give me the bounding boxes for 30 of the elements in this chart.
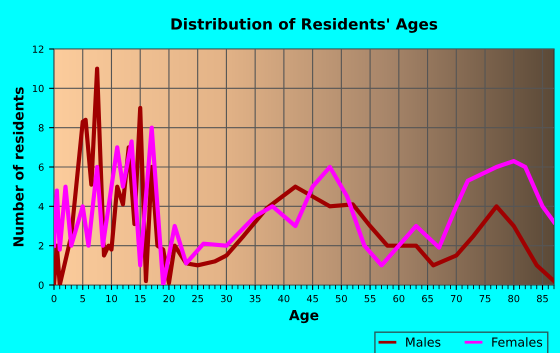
x-tick-label: 0 [52,294,56,302]
y-tick-label: 10 [32,84,44,92]
x-tick-label: 35 [250,294,260,302]
x-axis-title: Age [289,310,318,324]
y-axis-title: Number of residents [12,87,24,246]
x-tick-label: 10 [106,294,118,302]
x-tick-label: 30 [220,294,232,302]
y-tick-label: 2 [38,242,44,250]
y-tick-label: 4 [38,202,44,210]
x-tick-label: 70 [450,294,462,302]
x-tick-label: 65 [422,294,433,302]
y-tick-label: 12 [32,45,44,53]
x-tick-label: 40 [278,294,290,302]
x-tick-label: 20 [163,294,174,302]
chart-title: Distribution of Residents' Ages [171,18,438,33]
x-tick-label: 55 [364,295,376,302]
y-tick-label: 6 [38,163,44,171]
x-tick-label: 85 [536,294,548,302]
x-tick-label: 50 [336,294,347,302]
x-tick-label: 80 [508,294,520,302]
x-tick-label: 75 [480,295,490,302]
x-tick-label: 5 [80,295,85,302]
x-tick-label: 45 [306,295,318,302]
y-tick-label: 0 [38,281,44,289]
legend-label: Males [406,337,440,347]
y-tick-label: 8 [38,124,44,132]
x-tick-label: 60 [393,294,404,302]
x-tick-label: 25 [192,294,204,302]
x-tick-label: 15 [135,295,146,302]
legend-label: Females [492,337,542,347]
